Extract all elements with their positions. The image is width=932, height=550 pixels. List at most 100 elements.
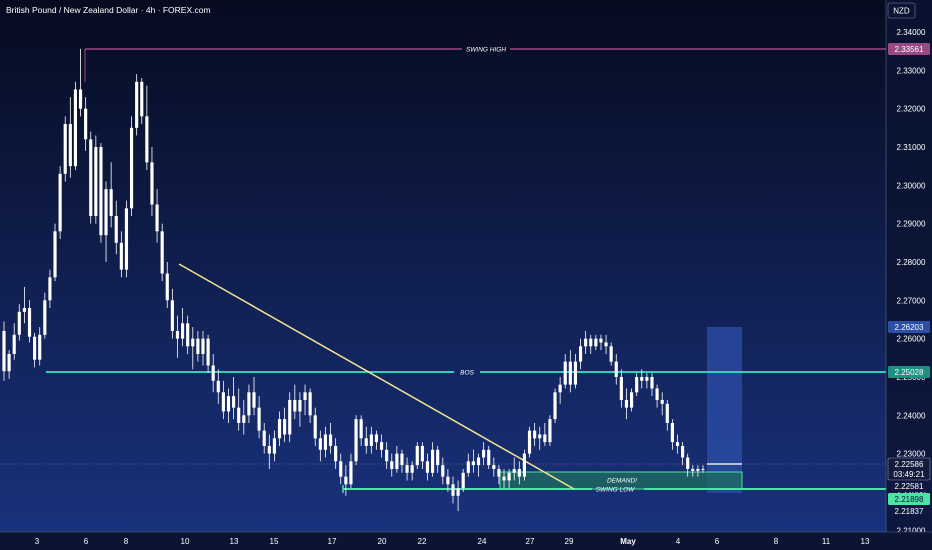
candle-body — [527, 430, 532, 454]
candle — [303, 384, 307, 416]
candle — [369, 426, 373, 454]
price-tick-label: 2.31000 — [897, 143, 926, 152]
candle — [410, 461, 414, 481]
currency-badge[interactable]: NZD — [887, 2, 916, 19]
price-label-swing-low: 2.21898 — [888, 493, 930, 505]
candle — [354, 415, 358, 466]
candle — [405, 457, 409, 481]
candle-body — [232, 396, 236, 408]
candle — [7, 350, 11, 379]
candle-body — [359, 419, 363, 439]
time-tick-label: 8 — [124, 537, 129, 546]
time-tick-label: 13 — [230, 537, 239, 546]
candle-body — [318, 438, 322, 450]
candle — [614, 353, 618, 385]
candle-body — [129, 127, 134, 209]
candle-body — [27, 307, 32, 337]
candle — [619, 369, 623, 408]
candle — [140, 78, 144, 124]
candle — [109, 162, 113, 228]
candle-body — [339, 461, 343, 477]
candle-body — [589, 338, 593, 347]
candle-body — [68, 123, 72, 167]
candle — [221, 380, 225, 420]
candle-body — [609, 346, 613, 362]
candle — [589, 334, 593, 354]
candle-body — [390, 461, 394, 469]
candle-body — [221, 392, 225, 412]
candle-body — [476, 457, 481, 466]
candle-body — [686, 457, 690, 469]
candle — [594, 334, 598, 351]
candle — [191, 327, 195, 370]
candle-body — [410, 465, 414, 473]
candle-body — [492, 465, 496, 469]
candle — [89, 131, 93, 224]
candle — [675, 434, 680, 454]
candle — [701, 465, 705, 473]
candle-body — [466, 461, 470, 473]
candle — [68, 97, 72, 178]
candle — [640, 369, 644, 389]
candle-body — [507, 472, 511, 481]
candle — [267, 434, 271, 469]
candle — [38, 327, 42, 366]
price-label-bos-box — [888, 366, 930, 378]
candle — [78, 48, 83, 117]
candle-body — [242, 415, 246, 423]
candle — [446, 468, 450, 492]
swing-low-label: SWING LOW — [596, 487, 636, 494]
swing-low-line: SWING LOW — [342, 485, 886, 494]
candle-body — [288, 399, 292, 435]
candle-body — [109, 189, 113, 216]
candle — [129, 116, 134, 216]
candle — [94, 135, 98, 224]
trendline — [178, 263, 575, 490]
candle-body — [701, 468, 705, 470]
candle — [339, 453, 343, 485]
time-tick-label: 20 — [378, 537, 387, 546]
candle — [584, 330, 588, 354]
candle — [12, 323, 16, 360]
candle — [543, 422, 547, 446]
candle-body — [323, 434, 328, 450]
time-tick-label: 27 — [526, 537, 535, 546]
candle — [568, 350, 572, 393]
time-tick-label: 3 — [35, 537, 40, 546]
candle — [420, 442, 424, 469]
candle-body — [650, 376, 654, 389]
candle — [573, 353, 578, 389]
candle — [655, 384, 659, 408]
candle — [43, 292, 47, 339]
candle-body — [512, 468, 516, 473]
candle — [33, 332, 37, 368]
candle-body — [160, 231, 164, 274]
candle — [308, 388, 312, 423]
candle — [73, 81, 78, 170]
candle — [277, 411, 282, 446]
candle-body — [497, 468, 501, 477]
candle — [538, 426, 542, 450]
candle — [374, 430, 379, 450]
candle — [563, 353, 567, 389]
candle — [58, 166, 62, 239]
candle — [471, 449, 475, 473]
candle-body — [237, 407, 241, 423]
candle-body — [624, 399, 629, 408]
candle-body — [619, 376, 623, 400]
candle — [385, 442, 389, 469]
price-label-close-box — [888, 481, 930, 492]
candle-body — [201, 338, 205, 354]
candle-body — [344, 476, 348, 485]
candle-body — [84, 108, 88, 140]
price-tick-label: 2.23000 — [897, 450, 926, 459]
time-tick-label: 17 — [328, 537, 337, 546]
candle-body — [73, 89, 78, 167]
candle-body — [502, 476, 506, 481]
time-tick-label: 8 — [774, 537, 779, 546]
candle — [349, 453, 353, 489]
candle-body — [53, 231, 57, 278]
candle-body — [563, 361, 567, 385]
